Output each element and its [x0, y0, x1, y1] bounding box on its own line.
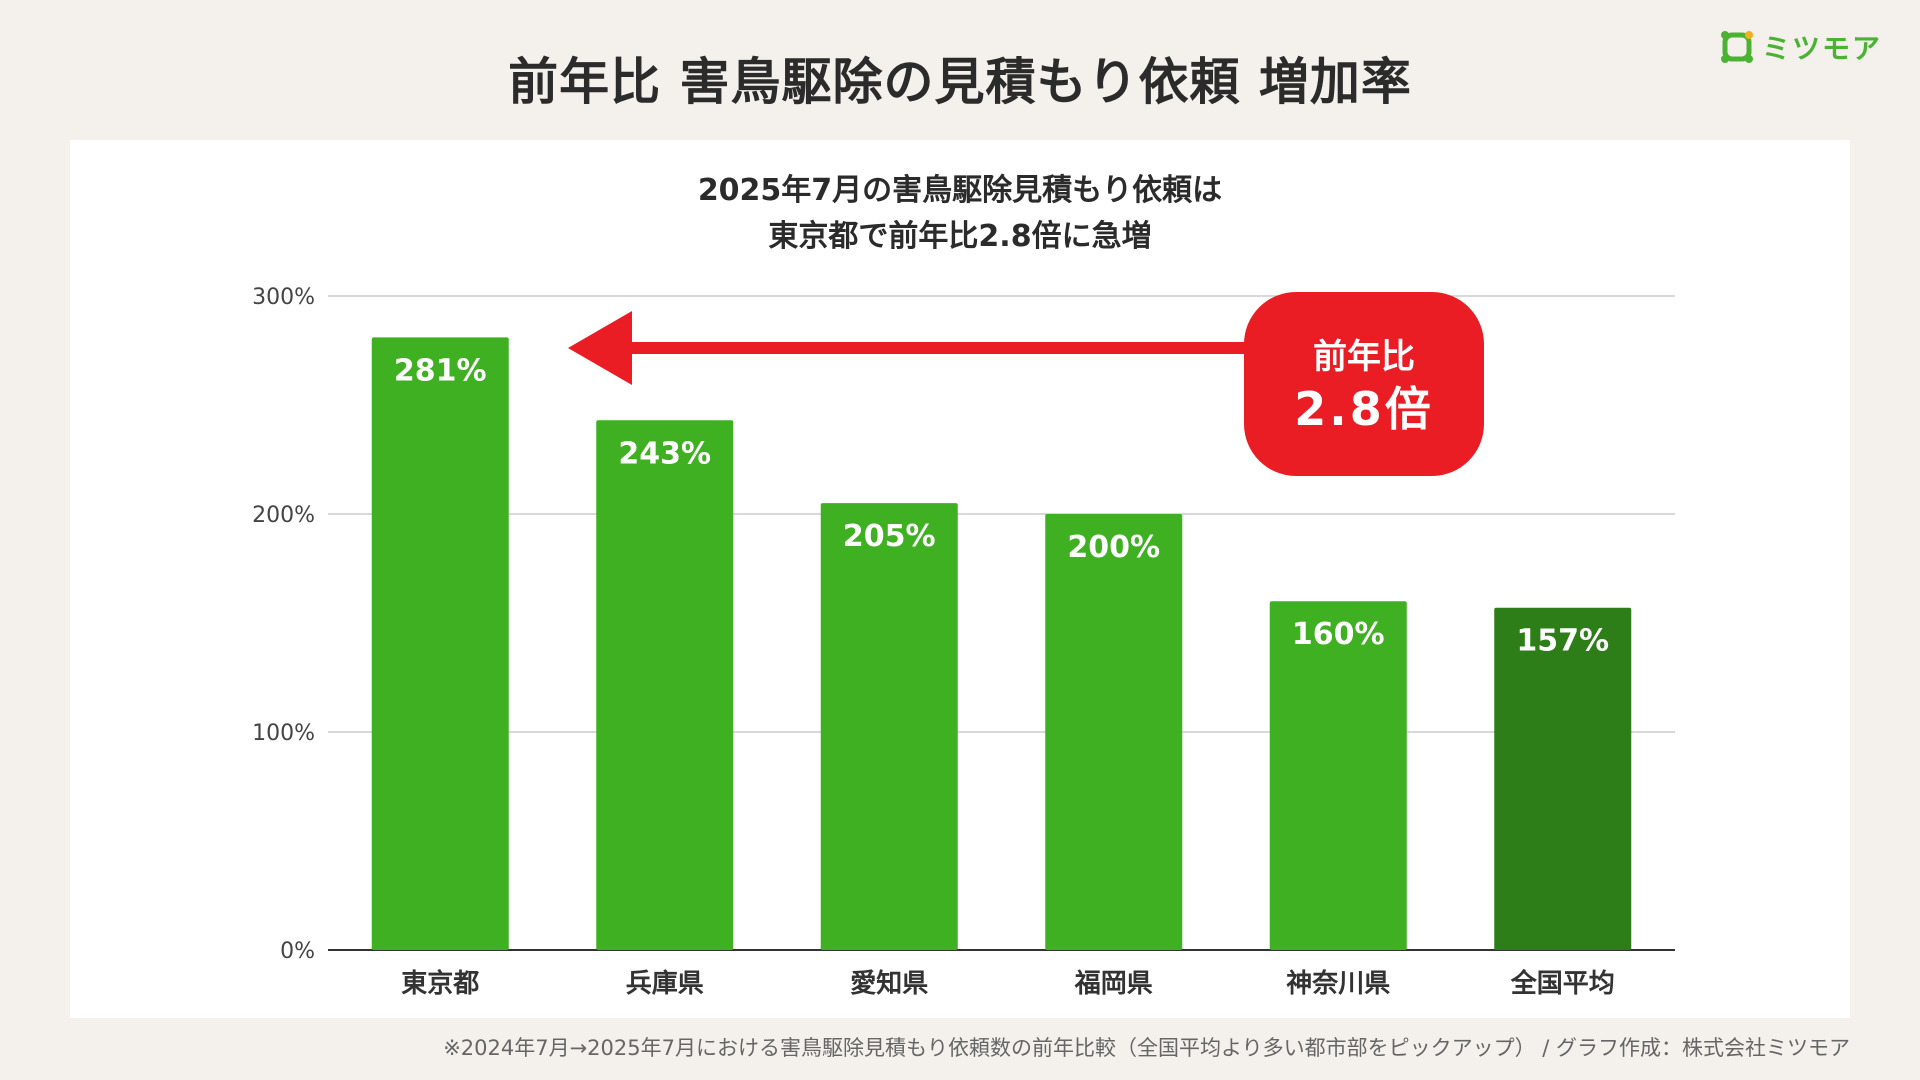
x-tick-label: 福岡県	[1074, 969, 1153, 999]
callout-arrow-head	[568, 311, 632, 385]
chart-subtitle-line2: 東京都で前年比2.8倍に急増	[768, 219, 1152, 254]
bar	[820, 503, 958, 950]
x-tick-label: 全国平均	[1510, 968, 1615, 999]
x-tick-label: 兵庫県	[626, 969, 704, 999]
bar-value-label: 243%	[618, 436, 711, 471]
callout-line1: 前年比	[1313, 337, 1415, 377]
bar	[1269, 601, 1407, 950]
page-title: 前年比 害鳥駆除の見積もり依頼 増加率	[508, 53, 1412, 111]
x-tick-label: 愛知県	[850, 969, 928, 999]
bar	[371, 337, 509, 950]
brand-logo: ミツモア	[1720, 28, 1882, 66]
y-tick-label: 100%	[252, 721, 315, 746]
bar-value-label: 205%	[843, 519, 936, 554]
bar	[596, 420, 734, 950]
bar-value-label: 160%	[1292, 617, 1385, 652]
x-tick-label: 東京都	[401, 968, 479, 999]
bar-value-label: 281%	[394, 353, 487, 388]
brand-name: ミツモア	[1762, 32, 1883, 65]
y-tick-label: 200%	[252, 503, 315, 528]
chart-subtitle-line1: 2025年7月の害鳥駆除見積もり依頼は	[697, 173, 1223, 208]
bar-value-label: 200%	[1067, 530, 1160, 565]
bar	[1494, 607, 1632, 950]
x-tick-label: 神奈川県	[1286, 969, 1390, 999]
y-tick-label: 300%	[252, 285, 315, 310]
bar-value-label: 157%	[1516, 624, 1609, 659]
chart-subtitle: 2025年7月の害鳥駆除見積もり依頼は 東京都で前年比2.8倍に急増	[0, 168, 1920, 260]
callout-badge	[1244, 292, 1484, 476]
footnote: ※2024年7月→2025年7月における害鳥駆除見積もり依頼数の前年比較（全国平…	[443, 1036, 1850, 1060]
callout-line2: 2.8倍	[1294, 382, 1434, 436]
mitsumore-logo-icon	[1721, 31, 1753, 63]
y-tick-label: 0%	[280, 939, 315, 964]
bar	[1045, 514, 1183, 950]
